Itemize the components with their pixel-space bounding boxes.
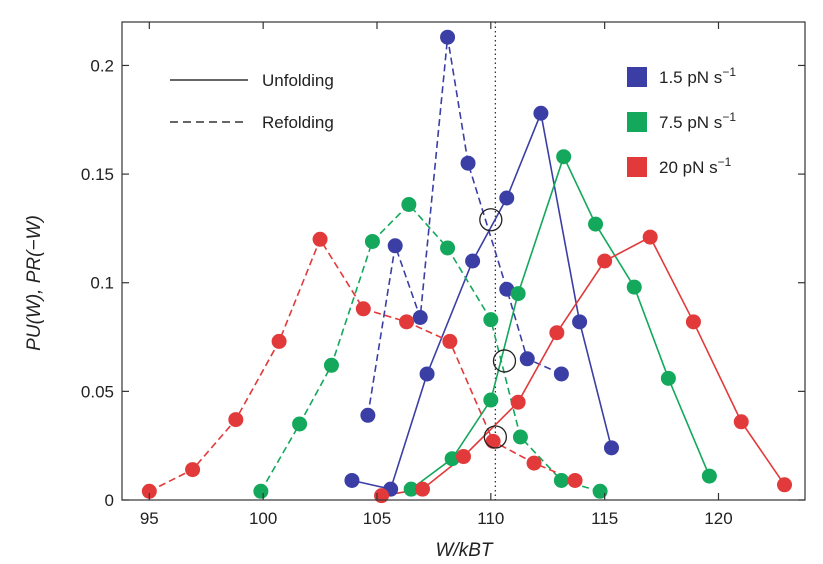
data-point — [355, 301, 371, 317]
data-point — [415, 481, 431, 497]
data-point — [387, 238, 403, 254]
data-point — [253, 483, 269, 499]
data-point — [733, 414, 749, 430]
refolding-line — [148, 237, 576, 493]
data-point — [642, 229, 658, 245]
data-point — [701, 468, 717, 484]
data-point — [412, 309, 428, 325]
x-tick-label: 110 — [477, 509, 504, 528]
plot-area — [141, 22, 793, 504]
unfolding-line — [381, 236, 786, 497]
data-point — [567, 472, 583, 488]
color-legend-label: 20 pN s−1 — [659, 155, 732, 177]
data-point — [360, 407, 376, 423]
data-point — [553, 366, 569, 382]
data-point — [533, 105, 549, 121]
color-legend-swatch — [627, 157, 647, 177]
refolding-line — [367, 37, 562, 416]
data-point — [592, 483, 608, 499]
data-point — [483, 312, 499, 328]
data-point — [364, 233, 380, 249]
data-point — [228, 412, 244, 428]
x-tick-label: 115 — [591, 509, 618, 528]
data-point — [777, 477, 793, 493]
data-point — [271, 333, 287, 349]
x-tick-label: 120 — [704, 509, 732, 528]
crossing-marker — [492, 349, 517, 373]
x-tick-label: 105 — [363, 509, 391, 528]
data-point — [549, 325, 565, 341]
color-legend-exponent: −1 — [722, 110, 736, 124]
crossing-marker — [479, 208, 503, 232]
data-point — [685, 314, 701, 330]
data-point — [510, 286, 526, 302]
color-legend-label: 7.5 pN s−1 — [659, 110, 736, 132]
line-style-legend-label: Unfolding — [262, 71, 334, 90]
data-point — [510, 394, 526, 410]
color-legend-exponent: −1 — [718, 155, 732, 169]
line-style-legend-label: Refolding — [262, 113, 334, 132]
data-point — [456, 449, 471, 465]
y-tick-label: 0.05 — [81, 382, 114, 401]
y-tick-label: 0.15 — [81, 165, 114, 184]
color-legend-exponent: −1 — [722, 65, 736, 79]
data-point — [292, 416, 308, 432]
data-point — [512, 429, 528, 445]
data-point — [399, 314, 415, 330]
data-point — [572, 314, 588, 330]
data-point — [444, 451, 460, 467]
data-point — [401, 197, 417, 213]
data-point — [553, 472, 569, 488]
y-tick-label: 0.2 — [90, 56, 114, 75]
data-point — [519, 351, 535, 367]
plot-frame — [121, 21, 806, 501]
data-point — [499, 281, 515, 297]
y-tick-label: 0 — [105, 491, 114, 510]
data-point — [626, 279, 642, 295]
data-point — [185, 462, 201, 478]
color-legend-label: 1.5 pN s−1 — [659, 65, 736, 87]
data-point — [440, 29, 456, 45]
axes: 95 100 105 110 115 120 0 0.05 0.1 0.15 0.2 — [81, 21, 806, 528]
data-point — [526, 455, 542, 471]
data-point — [312, 231, 328, 247]
color-legend-swatch — [627, 112, 647, 132]
data-point — [460, 155, 476, 171]
data-point — [483, 392, 499, 408]
data-point — [465, 253, 481, 269]
data-point — [403, 481, 419, 497]
crossing-marker — [483, 425, 508, 449]
data-point — [419, 366, 435, 382]
x-tick-label: 95 — [140, 509, 159, 528]
data-point — [588, 216, 604, 232]
x-tick-label: 100 — [249, 509, 277, 528]
refolding-line — [260, 203, 601, 493]
y-tick-label: 0.1 — [90, 274, 114, 293]
data-point — [603, 440, 619, 456]
data-point — [440, 240, 456, 256]
data-point — [374, 488, 390, 504]
unfolding-line — [410, 154, 711, 490]
x-axis-label: W/kBT — [436, 540, 494, 561]
unfolding-line — [351, 110, 613, 491]
data-point — [660, 370, 676, 386]
data-point — [442, 333, 458, 349]
data-point — [323, 357, 339, 373]
legends: Unfolding Refolding 1.5 pN s−1 7.5 pN s−1 20… — [170, 65, 736, 177]
data-point — [141, 483, 157, 499]
data-point — [597, 253, 613, 269]
data-point — [499, 190, 515, 206]
y-axis-label: PU(W), PR(−W) — [24, 215, 45, 351]
data-point — [344, 472, 360, 488]
data-point — [556, 149, 572, 165]
data-point — [485, 433, 501, 449]
color-legend-swatch — [627, 67, 647, 87]
